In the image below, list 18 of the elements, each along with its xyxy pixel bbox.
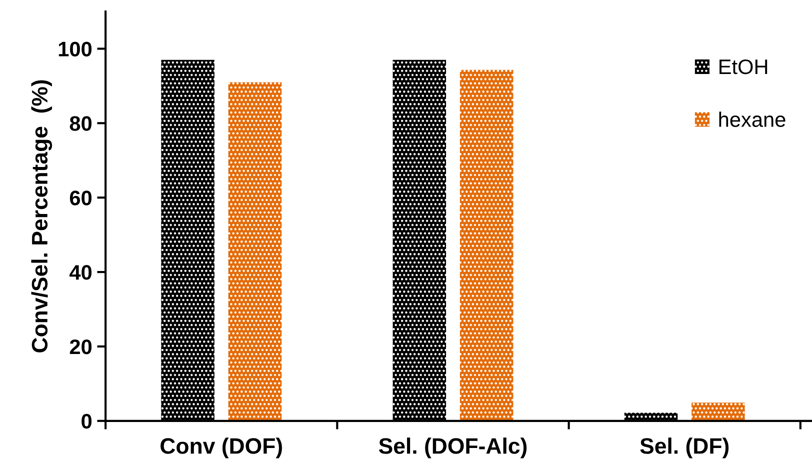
y-tick-label: 80 bbox=[70, 116, 92, 131]
y-tick-label: 40 bbox=[70, 265, 92, 280]
y-tick-label: 0 bbox=[82, 414, 92, 429]
bar bbox=[392, 60, 446, 421]
bar bbox=[624, 412, 678, 421]
y-tick-label: 60 bbox=[70, 190, 92, 206]
y-axis-title: Conv/Sel. Percentage (%) bbox=[31, 80, 52, 352]
bar bbox=[161, 60, 214, 421]
bar bbox=[460, 70, 514, 421]
bar bbox=[228, 82, 282, 421]
x-tick-label: Sel. (DOF-Alc) bbox=[378, 438, 527, 458]
y-tick-label: 20 bbox=[70, 339, 92, 354]
x-tick-label: Sel. (DF) bbox=[640, 438, 729, 458]
y-tick-label: 100 bbox=[58, 42, 92, 56]
x-tick-label: Conv (DOF) bbox=[160, 438, 282, 458]
bar bbox=[692, 402, 745, 421]
legend-label: hexane bbox=[719, 112, 786, 127]
legend-label: EtOH bbox=[720, 59, 768, 74]
